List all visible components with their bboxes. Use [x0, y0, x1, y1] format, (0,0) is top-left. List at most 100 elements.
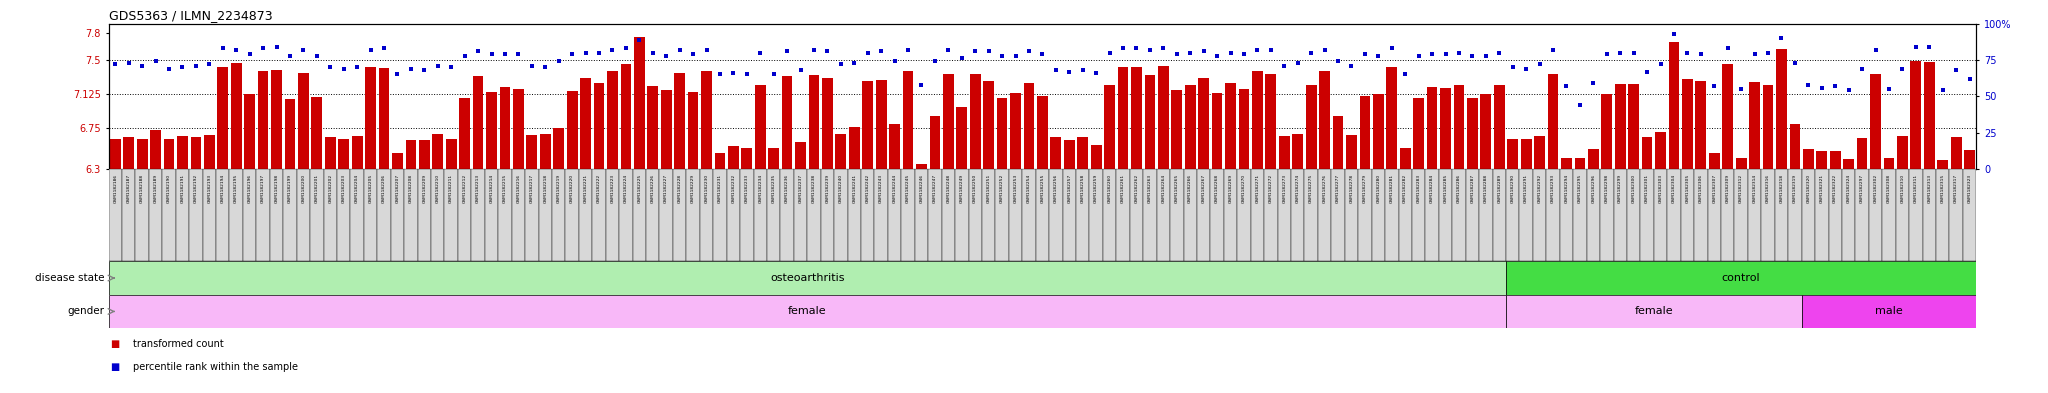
Bar — [1145, 75, 1155, 169]
Bar — [674, 73, 684, 169]
Text: GSM1182270: GSM1182270 — [1241, 174, 1245, 203]
Bar — [1747, 169, 1761, 261]
Point — [1751, 50, 1784, 56]
Bar — [766, 169, 780, 261]
Bar — [512, 89, 524, 169]
Bar — [836, 134, 846, 169]
Bar — [1884, 158, 1894, 169]
Point — [422, 62, 455, 69]
Point — [1657, 31, 1690, 37]
Point — [905, 81, 938, 88]
Bar — [971, 75, 981, 169]
Bar — [915, 169, 928, 261]
Point — [582, 50, 614, 56]
Bar — [498, 169, 512, 261]
Bar — [1036, 96, 1049, 169]
Bar — [231, 62, 242, 169]
Bar — [1157, 169, 1169, 261]
Bar — [1561, 169, 1573, 261]
Text: transformed count: transformed count — [133, 339, 223, 349]
Bar — [727, 146, 739, 169]
Point — [637, 50, 670, 56]
Bar — [256, 169, 270, 261]
Bar — [1855, 169, 1870, 261]
Bar — [942, 73, 954, 169]
Point — [1833, 87, 1866, 94]
Point — [1268, 62, 1300, 69]
Bar — [741, 148, 752, 169]
Point — [1860, 47, 1892, 53]
Text: GSM1182232: GSM1182232 — [731, 174, 735, 203]
Bar — [903, 71, 913, 169]
Point — [1470, 52, 1503, 59]
Bar — [1401, 148, 1411, 169]
Point — [328, 66, 360, 72]
Bar — [1655, 169, 1667, 261]
Point — [569, 50, 602, 56]
Bar — [1681, 169, 1694, 261]
Point — [1079, 70, 1112, 76]
Point — [1442, 50, 1475, 56]
Bar — [1788, 169, 1802, 261]
Bar — [621, 64, 631, 169]
Text: GSM1182215: GSM1182215 — [504, 174, 508, 203]
Bar — [444, 169, 459, 261]
Text: GSM1182284: GSM1182284 — [1430, 174, 1434, 203]
Point — [1524, 61, 1556, 68]
Point — [1939, 67, 1972, 73]
Bar — [338, 139, 348, 169]
Text: GSM1182313: GSM1182313 — [1927, 174, 1931, 203]
Text: GSM1182249: GSM1182249 — [961, 174, 965, 203]
Bar — [997, 98, 1008, 169]
Point — [891, 47, 924, 53]
Bar — [123, 169, 135, 261]
Bar — [391, 152, 403, 169]
Point — [1563, 102, 1595, 108]
Point — [946, 55, 979, 62]
Bar — [1507, 139, 1518, 169]
Bar — [915, 164, 928, 169]
Bar — [162, 169, 176, 261]
Bar — [565, 169, 580, 261]
Bar — [606, 169, 618, 261]
Point — [1294, 50, 1327, 56]
Bar — [1522, 139, 1532, 169]
Text: GSM1182221: GSM1182221 — [584, 174, 588, 203]
Point — [408, 67, 440, 73]
Point — [1309, 47, 1341, 53]
Bar — [1962, 169, 1976, 261]
Bar — [459, 169, 471, 261]
Point — [958, 48, 991, 54]
Bar — [860, 169, 874, 261]
Point — [784, 67, 817, 73]
Text: GSM1182222: GSM1182222 — [598, 174, 600, 203]
Bar — [432, 134, 442, 169]
Bar — [1022, 169, 1036, 261]
Bar — [1104, 85, 1114, 169]
Bar — [768, 148, 778, 169]
Text: GSM1182304: GSM1182304 — [1671, 174, 1675, 203]
Point — [1214, 50, 1247, 56]
Bar — [1090, 169, 1104, 261]
Point — [879, 58, 911, 64]
Text: GSM1182241: GSM1182241 — [852, 174, 856, 203]
Point — [999, 52, 1032, 59]
Bar — [1870, 169, 1882, 261]
Bar — [645, 169, 659, 261]
Text: GSM1182236: GSM1182236 — [784, 174, 788, 203]
Bar — [1118, 67, 1128, 169]
Bar — [995, 169, 1010, 261]
Text: GSM1182251: GSM1182251 — [987, 174, 991, 203]
Bar — [1964, 150, 1974, 169]
Bar — [1546, 169, 1561, 261]
Bar — [862, 81, 872, 169]
Bar — [1010, 93, 1022, 169]
Text: GSM1182262: GSM1182262 — [1135, 174, 1139, 203]
Bar — [715, 152, 725, 169]
Text: GSM1182255: GSM1182255 — [1040, 174, 1044, 203]
Bar — [215, 169, 229, 261]
Point — [1550, 83, 1583, 89]
Bar — [889, 123, 899, 169]
Point — [154, 66, 186, 72]
Bar — [1858, 138, 1868, 169]
